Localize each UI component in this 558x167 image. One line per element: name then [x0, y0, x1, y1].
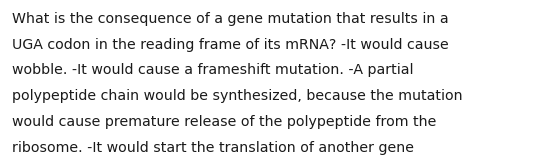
Text: would cause premature release of the polypeptide from the: would cause premature release of the pol…: [12, 115, 437, 129]
Text: polypeptide chain would be synthesized, because the mutation: polypeptide chain would be synthesized, …: [12, 89, 463, 103]
Text: What is the consequence of a gene mutation that results in a: What is the consequence of a gene mutati…: [12, 12, 449, 26]
Text: UGA codon in the reading frame of its mRNA? -It would cause: UGA codon in the reading frame of its mR…: [12, 38, 449, 52]
Text: ribosome. -It would start the translation of another gene: ribosome. -It would start the translatio…: [12, 141, 414, 155]
Text: wobble. -It would cause a frameshift mutation. -A partial: wobble. -It would cause a frameshift mut…: [12, 63, 414, 77]
